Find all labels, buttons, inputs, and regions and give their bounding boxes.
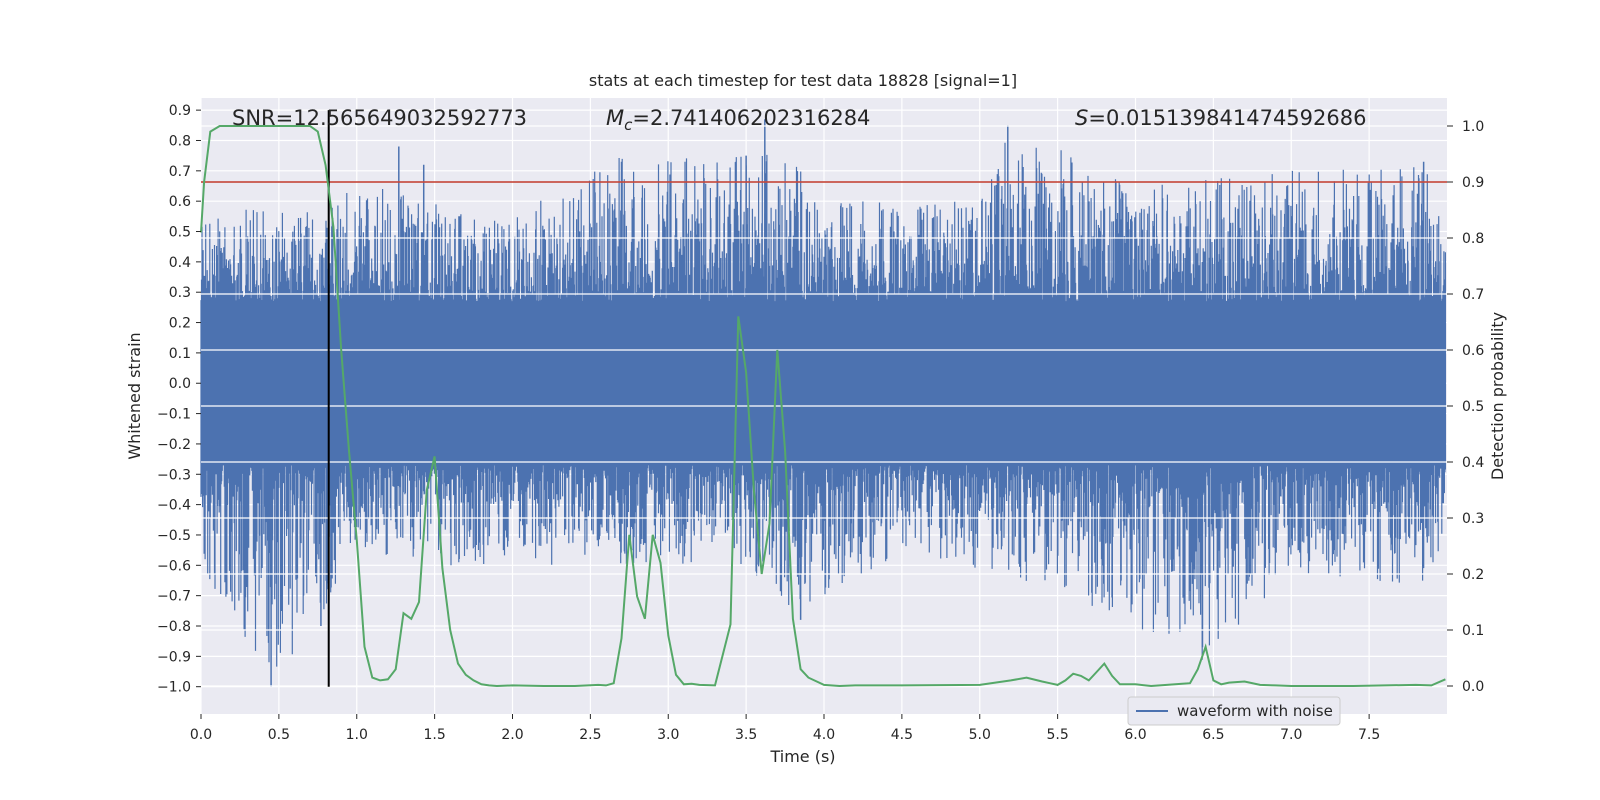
x-tick-label: 4.5 — [891, 727, 913, 743]
y-tick-label-left: −1.0 — [157, 680, 191, 696]
x-tick-label: 3.5 — [735, 727, 757, 743]
snr-annotation: SNR=12.565649032592773 — [232, 106, 527, 130]
x-tick-label: 2.0 — [501, 727, 523, 743]
chirp-mass-symbol: M — [606, 106, 624, 130]
legend-label: waveform with noise — [1177, 702, 1333, 720]
x-tick-label: 7.0 — [1280, 727, 1302, 743]
legend: waveform with noise — [1127, 696, 1341, 726]
overlay-lines — [201, 110, 1447, 687]
x-tick-label: 1.5 — [423, 727, 445, 743]
y-tick-label-left: −0.7 — [157, 589, 191, 605]
x-tick-label: 5.5 — [1046, 727, 1068, 743]
x-tick-label: 1.0 — [346, 727, 368, 743]
y-tick-label-right: 0.3 — [1462, 511, 1484, 527]
y-tick-label-right: 0.0 — [1462, 679, 1484, 695]
y-tick-label-left: −0.4 — [157, 498, 191, 514]
chart-title: stats at each timestep for test data 188… — [589, 71, 1017, 90]
y-tick-label-right: 0.8 — [1462, 231, 1484, 247]
y-tick-label-right: 0.2 — [1462, 567, 1484, 583]
y-tick-label-left: 0.9 — [169, 103, 191, 119]
chirp-mass-subscript: c — [624, 116, 633, 134]
y-axis-label-right: Detection probability — [1488, 312, 1507, 480]
x-tick-label: 7.5 — [1358, 727, 1380, 743]
x-tick-label: 3.0 — [657, 727, 679, 743]
y-tick-label-left: 0.5 — [169, 225, 191, 241]
y-tick-label-right: 0.1 — [1462, 623, 1484, 639]
x-tick-label: 4.0 — [813, 727, 835, 743]
y-tick-label-left: −0.5 — [157, 528, 191, 544]
series-waveform-with-noise — [200, 119, 1446, 687]
y-axis-label-left: Whitened strain — [125, 332, 144, 459]
y-tick-label-left: 0.3 — [169, 285, 191, 301]
y-tick-label-right: 0.5 — [1462, 399, 1484, 415]
y-tick-label-right: 0.4 — [1462, 455, 1484, 471]
y-tick-label-left: 0.1 — [169, 346, 191, 362]
y-tick-label-left: 0.2 — [169, 316, 191, 332]
s-value: =0.015139841474592686 — [1088, 106, 1366, 130]
y-tick-label-left: −0.6 — [157, 558, 191, 574]
y-tick-label-left: −0.3 — [157, 467, 191, 483]
y-tick-label-right: 0.7 — [1462, 287, 1484, 303]
chirp-mass-annotation: Mc=2.741406202316284 — [606, 106, 870, 134]
x-tick-label: 5.0 — [969, 727, 991, 743]
x-tick-label: 0.5 — [268, 727, 290, 743]
detection-probability-line — [200, 125, 1446, 688]
s-annotation: S=0.015139841474592686 — [1075, 106, 1366, 130]
y-tick-label-right: 0.9 — [1462, 175, 1484, 191]
y-tick-label-right: 0.6 — [1462, 343, 1484, 359]
y-tick-label-left: −0.9 — [157, 649, 191, 665]
y-tick-label-left: 0.6 — [169, 194, 191, 210]
x-tick-label: 2.5 — [579, 727, 601, 743]
y-tick-label-left: −0.1 — [157, 407, 191, 423]
x-tick-label: 6.5 — [1202, 727, 1224, 743]
x-tick-label: 6.0 — [1124, 727, 1146, 743]
y-tick-label-left: 0.0 — [169, 376, 191, 392]
y-tick-label-left: 0.8 — [169, 133, 191, 149]
series-detection-probability — [200, 125, 1446, 688]
waveform-core-band — [201, 301, 1446, 466]
s-symbol: S — [1075, 106, 1088, 130]
axes: 0.0 0.5 1.0 1.5 2.0 2.5 3.0 3.5 4.0 4.5 5.0 5.5 6.0 6… — [157, 103, 1484, 743]
y-tick-label-left: 0.4 — [169, 255, 191, 271]
y-tick-label-right: 1.0 — [1462, 119, 1484, 135]
x-tick-label: 0.0 — [190, 727, 212, 743]
y-tick-label-left: −0.2 — [157, 437, 191, 453]
x-axis-label: Time (s) — [769, 747, 835, 766]
legend-box — [1127, 696, 1341, 726]
y-tick-label-left: 0.7 — [169, 164, 191, 180]
chirp-mass-value: =2.741406202316284 — [632, 106, 870, 130]
y-tick-label-left: −0.8 — [157, 619, 191, 635]
